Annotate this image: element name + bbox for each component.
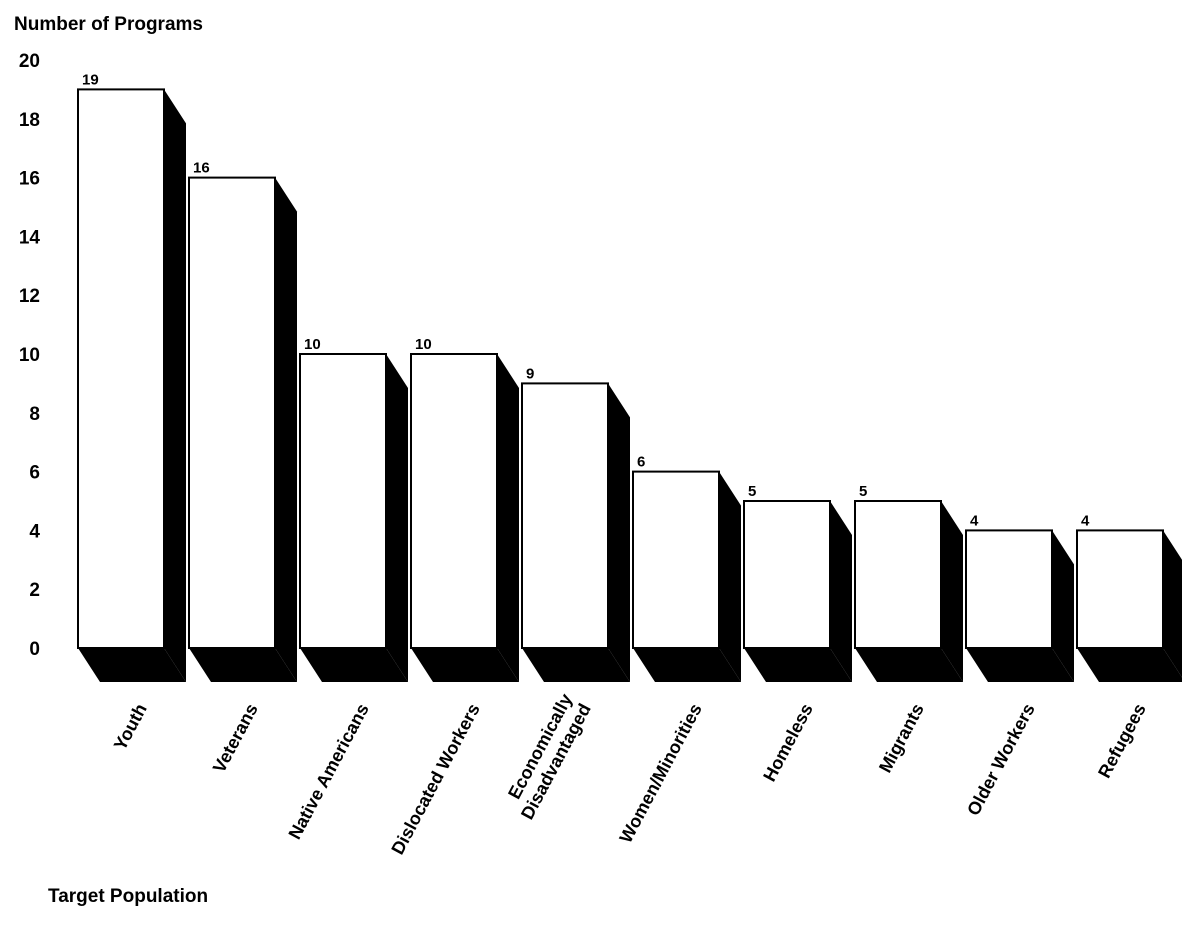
y-tick-label: 0 xyxy=(29,639,40,660)
data-label: 6 xyxy=(637,454,645,471)
bar xyxy=(299,353,387,649)
bar-floor-shadow xyxy=(411,648,519,682)
x-tick-label: Native Americans xyxy=(285,700,373,842)
bar xyxy=(965,529,1053,650)
bar-floor-shadow xyxy=(633,648,741,682)
y-tick-label: 16 xyxy=(19,169,40,190)
y-tick-label: 4 xyxy=(29,521,40,542)
bar-floor-shadow xyxy=(855,648,963,682)
x-tick-label: Older Workers xyxy=(963,700,1039,819)
bar-side-shadow xyxy=(608,383,630,682)
data-label: 5 xyxy=(748,483,756,500)
bar-side-shadow xyxy=(941,501,963,682)
bar xyxy=(188,176,276,649)
bar-side-shadow xyxy=(1052,530,1074,682)
data-label: 4 xyxy=(1081,512,1090,529)
x-tick-label: Migrants xyxy=(875,700,928,776)
x-tick-label: Homeless xyxy=(759,700,817,784)
bar-side-shadow xyxy=(386,354,408,682)
bar xyxy=(521,382,609,649)
data-label: 10 xyxy=(304,336,321,353)
x-tick-label-line: Dislocated Workers xyxy=(387,700,483,857)
bar-floor-shadow xyxy=(744,648,852,682)
bar-side-shadow xyxy=(830,501,852,682)
x-tick-label: Refugees xyxy=(1094,700,1150,781)
x-tick-label-line: Older Workers xyxy=(963,700,1039,819)
x-tick-label-line: Homeless xyxy=(759,700,817,784)
x-tick-label-line: Veterans xyxy=(209,700,262,776)
bar-side-shadow xyxy=(164,89,186,682)
x-tick-label-line: Native Americans xyxy=(285,700,373,842)
bar xyxy=(743,500,831,649)
x-tick-label-line: Youth xyxy=(110,700,151,753)
y-tick-label: 10 xyxy=(19,345,40,366)
bar-floor-shadow xyxy=(1077,648,1182,682)
x-axis-title: Target Population xyxy=(48,886,209,907)
bar xyxy=(1076,529,1164,650)
data-label: 19 xyxy=(82,71,99,88)
data-label: 4 xyxy=(970,512,979,529)
y-tick-label: 18 xyxy=(19,110,40,131)
x-tick-label-line: Migrants xyxy=(875,700,928,776)
bar xyxy=(77,88,165,649)
y-tick-label: 8 xyxy=(29,404,40,425)
y-axis-title: Number of Programs xyxy=(14,14,203,35)
bar-side-shadow xyxy=(497,354,519,682)
x-tick-label: Dislocated Workers xyxy=(387,700,483,857)
bar xyxy=(410,353,498,649)
data-label: 16 xyxy=(193,160,210,177)
y-tick-label: 12 xyxy=(19,286,40,307)
bar xyxy=(632,470,720,649)
data-label: 9 xyxy=(526,365,534,382)
x-tick-label: Women/Minorities xyxy=(616,700,706,846)
bar-floor-shadow xyxy=(189,648,297,682)
data-label: 5 xyxy=(859,483,867,500)
data-label: 10 xyxy=(415,336,432,353)
bar-side-shadow xyxy=(719,471,741,682)
y-tick-label: 20 xyxy=(19,51,40,72)
x-tick-label: Veterans xyxy=(209,700,262,776)
y-tick-label: 2 xyxy=(29,580,40,601)
bar-side-shadow xyxy=(275,177,297,682)
x-tick-label-line: Women/Minorities xyxy=(616,700,706,846)
bar xyxy=(854,500,942,649)
y-tick-label: 14 xyxy=(19,227,41,248)
bar-side-shadow xyxy=(1163,530,1182,678)
bar-floor-shadow xyxy=(300,648,408,682)
bar-floor-shadow xyxy=(966,648,1074,682)
x-tick-label-line: Refugees xyxy=(1094,700,1150,781)
x-tick-label: Youth xyxy=(110,700,151,753)
bar-floor-shadow xyxy=(78,648,186,682)
bar-floor-shadow xyxy=(522,648,630,682)
y-tick-label: 6 xyxy=(29,463,40,484)
